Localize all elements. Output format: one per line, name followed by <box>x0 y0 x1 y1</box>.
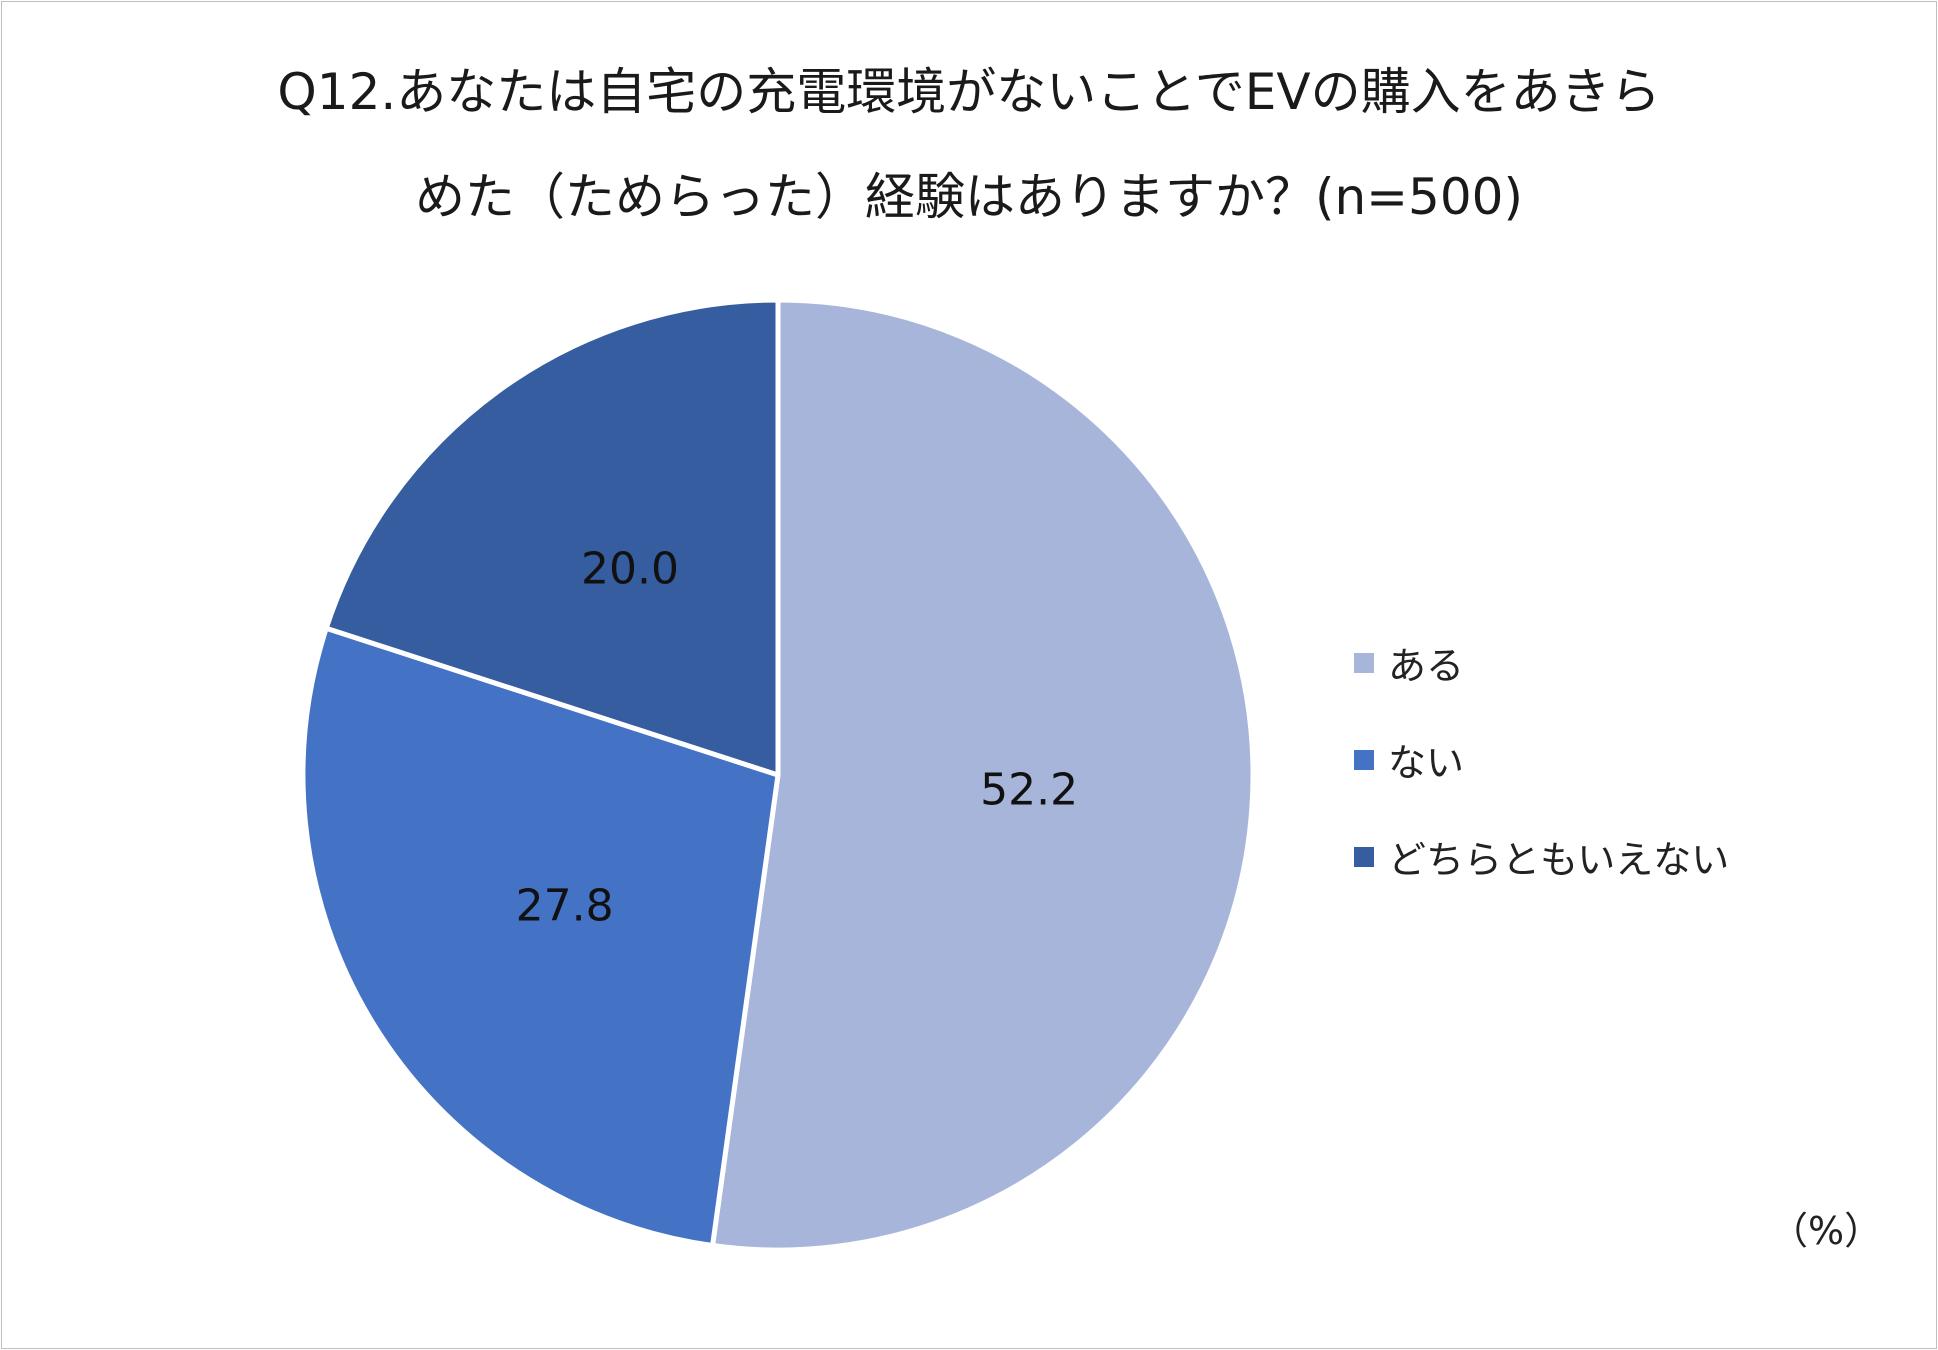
pie-slice-2 <box>300 625 781 1248</box>
pie-value-label-2: 27.8 <box>516 881 614 932</box>
legend-item-3: どちらともいえない <box>1354 808 1729 905</box>
legend-swatch-3 <box>1354 846 1374 867</box>
chart-title: Q12.あなたは自宅の充電環境がないことでEVの購入をあきら めた（ためらった）… <box>0 40 1938 250</box>
legend-item-1: ある <box>1354 614 1729 711</box>
pie-value-label-1: 52.2 <box>980 764 1078 815</box>
chart-legend: あるないどちらともいえない <box>1354 614 1729 905</box>
pie-slice-3 <box>323 297 781 778</box>
legend-item-2: ない <box>1354 711 1729 808</box>
pie-value-labels: 52.2 27.8 20.0 <box>516 543 1079 931</box>
unit-label: （%） <box>1770 1209 1883 1253</box>
legend-label-1: ある <box>1388 644 1465 688</box>
pie-slice-1 <box>710 297 1256 1253</box>
pie-value-label-3: 20.0 <box>581 543 679 594</box>
legend-swatch-1 <box>1354 652 1374 673</box>
legend-swatch-2 <box>1354 749 1374 770</box>
chart-title-line2: めた（ためらった）経験はありますか？(n=500) <box>414 168 1524 226</box>
chart-title-line1: Q12.あなたは自宅の充電環境がないことでEVの購入をあきら <box>277 63 1661 121</box>
legend-label-2: ない <box>1388 741 1465 785</box>
legend-label-3: どちらともいえない <box>1388 838 1730 882</box>
pie-slices <box>300 297 1256 1253</box>
